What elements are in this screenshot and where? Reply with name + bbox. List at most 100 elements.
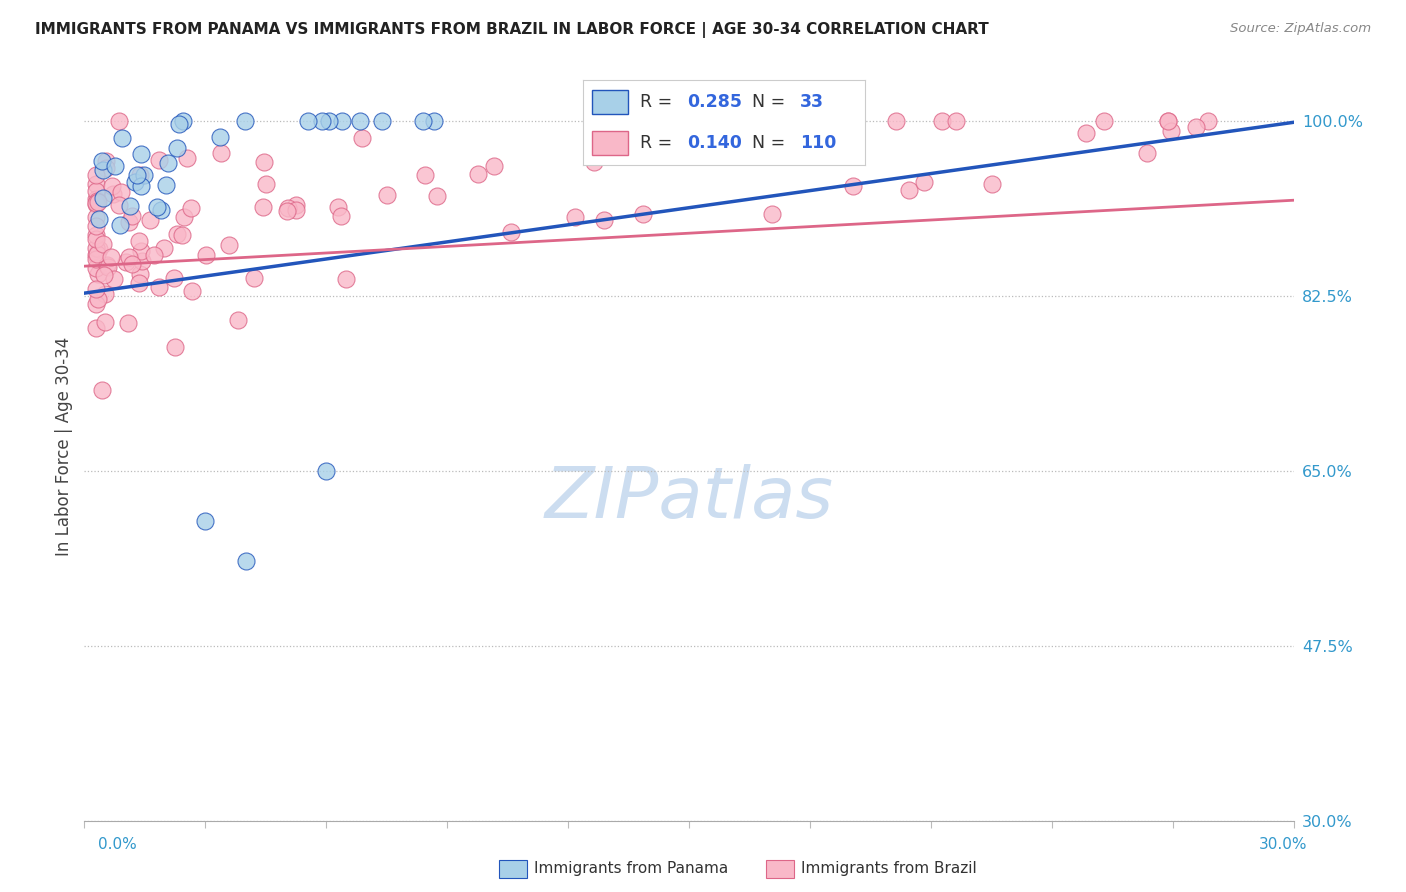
Point [148, 153, 170, 168]
Point [172, 114, 194, 128]
Point [87, 242, 110, 256]
Text: N =: N = [752, 134, 792, 152]
Point [145, 200, 167, 214]
Point [91, 191, 114, 205]
Point [86, 211, 108, 225]
Point [86, 247, 108, 261]
Point [375, 187, 398, 202]
Point [163, 271, 186, 285]
Point [148, 280, 170, 294]
Point [499, 226, 522, 240]
Point [163, 340, 186, 354]
Point [96, 258, 118, 272]
Point [194, 248, 217, 262]
Point [208, 130, 231, 145]
Point [352, 131, 374, 145]
Point [423, 114, 446, 128]
Point [254, 177, 277, 191]
Point [91, 153, 114, 168]
Text: 110: 110 [800, 134, 837, 152]
Point [806, 141, 828, 155]
Point [114, 254, 136, 268]
Point [1157, 114, 1180, 128]
Point [86, 292, 108, 306]
Point [91, 163, 114, 178]
Point [86, 194, 108, 208]
Point [107, 114, 129, 128]
Text: N =: N = [752, 93, 792, 111]
Point [945, 114, 967, 128]
Text: Source: ZipAtlas.com: Source: ZipAtlas.com [1230, 22, 1371, 36]
Point [912, 175, 935, 189]
Point [155, 178, 177, 192]
Point [1074, 127, 1097, 141]
Point [482, 159, 505, 173]
Point [779, 146, 801, 161]
Point [129, 179, 152, 194]
Point [176, 151, 198, 165]
Point [228, 313, 250, 327]
Point [128, 267, 150, 281]
Y-axis label: In Labor Force | Age 30-34: In Labor Force | Age 30-34 [55, 336, 73, 556]
Point [91, 383, 114, 397]
Text: Immigrants from Panama: Immigrants from Panama [534, 862, 728, 876]
Point [86, 184, 108, 198]
Point [121, 209, 143, 223]
Point [96, 161, 118, 176]
Point [1092, 114, 1115, 128]
Point [349, 114, 371, 128]
Point [118, 250, 141, 264]
Point [125, 169, 148, 183]
Point [297, 114, 319, 128]
Text: 30.0%: 30.0% [1260, 837, 1308, 852]
Point [426, 189, 449, 203]
Point [980, 177, 1002, 191]
Text: ZIPatlas: ZIPatlas [544, 464, 834, 533]
Point [318, 114, 340, 128]
Point [1197, 114, 1219, 128]
Point [86, 168, 108, 182]
Point [173, 211, 195, 225]
Point [128, 277, 150, 291]
Point [86, 195, 108, 210]
Point [110, 186, 132, 200]
Point [121, 257, 143, 271]
Point [93, 236, 115, 251]
Point [86, 232, 108, 246]
Point [166, 227, 188, 242]
Point [467, 167, 489, 181]
Point [120, 199, 142, 213]
Point [370, 114, 392, 128]
Point [96, 154, 118, 169]
Point [93, 268, 115, 283]
Point [181, 284, 204, 298]
Point [412, 114, 434, 128]
Point [94, 315, 117, 329]
Point [139, 212, 162, 227]
Point [564, 210, 586, 224]
Point [277, 202, 299, 216]
Point [100, 250, 122, 264]
Point [134, 169, 156, 183]
Point [413, 169, 436, 183]
Point [108, 198, 131, 212]
Point [110, 218, 132, 232]
Point [785, 114, 807, 128]
Point [86, 178, 108, 192]
Point [761, 207, 783, 221]
Point [86, 241, 108, 255]
Point [131, 254, 153, 268]
Point [276, 204, 298, 219]
Point [311, 114, 333, 128]
Point [153, 241, 176, 255]
Point [117, 316, 139, 330]
Bar [592, 90, 628, 114]
Point [86, 228, 108, 243]
Point [101, 186, 124, 201]
Text: Immigrants from Brazil: Immigrants from Brazil [801, 862, 977, 876]
Point [87, 195, 110, 210]
Point [94, 287, 117, 301]
Point [143, 248, 166, 262]
Point [129, 147, 152, 161]
Point [585, 147, 607, 161]
